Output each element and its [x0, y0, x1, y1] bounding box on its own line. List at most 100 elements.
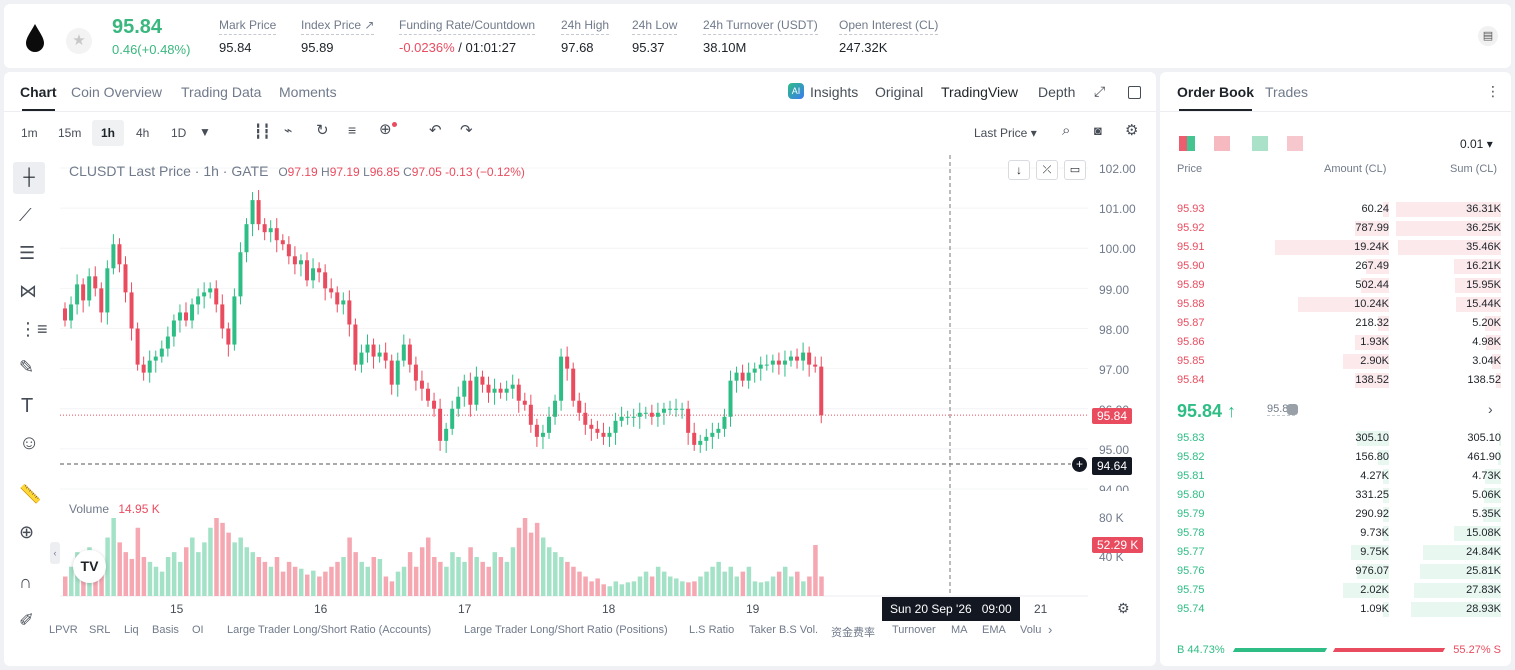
redo-icon[interactable]: ↷	[460, 122, 473, 139]
replay-icon[interactable]: ↻	[316, 122, 329, 139]
volume-bar	[432, 557, 437, 596]
text-tool-icon[interactable]: T	[21, 395, 34, 417]
indicators-icon[interactable]: ⌁	[284, 122, 293, 138]
favorite-star-icon[interactable]: ★	[66, 28, 92, 54]
candle-type-icon[interactable]: ┇┇	[254, 123, 271, 139]
tab-chart[interactable]: Chart	[20, 84, 57, 111]
bid-row[interactable]: 95.78 9.73K 15.08K	[1164, 524, 1511, 543]
add-alert-icon[interactable]: +	[1071, 456, 1088, 473]
view-tradingview[interactable]: TradingView	[941, 84, 1019, 100]
view-compact-icon[interactable]	[1287, 136, 1303, 151]
bid-row[interactable]: 95.81 4.27K 4.73K	[1164, 467, 1511, 486]
camera-icon[interactable]: ◙	[1094, 123, 1102, 138]
price-type-select[interactable]: Last Price ▾	[974, 126, 1037, 140]
magnet-tool-icon[interactable]: ∩	[19, 572, 32, 592]
precision-select[interactable]: 0.01 ▾	[1460, 137, 1493, 151]
view-asks-icon[interactable]	[1214, 136, 1230, 151]
view-insights[interactable]: Insights	[810, 84, 859, 100]
bid-row[interactable]: 95.79 290.92 5.35K	[1164, 505, 1511, 524]
collapse-toolbar-icon[interactable]: ‹	[50, 542, 60, 564]
indicator-item[interactable]: LPVR	[49, 624, 78, 636]
interval-1h[interactable]: 1h	[92, 120, 125, 146]
indicator-item[interactable]: Taker B.S Vol.	[749, 624, 819, 636]
chart-maximize-icon[interactable]: ▭	[1064, 160, 1086, 180]
chart-scroll-down-icon[interactable]: ↓	[1008, 160, 1030, 180]
interval-15m[interactable]: 15m	[58, 126, 82, 140]
undo-icon[interactable]: ↶	[429, 122, 442, 139]
templates-icon[interactable]: ≡	[348, 122, 357, 138]
search-icon[interactable]: ⌕	[1062, 122, 1071, 139]
ask-row[interactable]: 95.86 1.93K 4.98K	[1164, 333, 1511, 352]
notebook-icon[interactable]: ▤	[1478, 26, 1498, 46]
bid-row[interactable]: 95.80 331.25 5.06K	[1164, 486, 1511, 505]
indicator-scroll-right-icon[interactable]: ›	[1048, 622, 1053, 637]
bid-row[interactable]: 95.75 2.02K 27.83K	[1164, 581, 1511, 600]
bid-row[interactable]: 95.83 305.10 305.10	[1164, 429, 1511, 448]
candle-body	[298, 260, 303, 265]
indicator-item[interactable]: EMA	[982, 624, 1006, 636]
interval-dropdown-icon[interactable]: ▼	[199, 125, 211, 139]
indicator-item[interactable]: Basis	[152, 624, 179, 636]
ask-row[interactable]: 95.90 267.49 16.21K	[1164, 257, 1511, 276]
volume-bar	[359, 561, 364, 596]
last-price-tag: 95.84	[1092, 408, 1133, 424]
emoji-tool-icon[interactable]: ☺	[19, 432, 40, 454]
tab-trades[interactable]: Trades	[1265, 84, 1309, 100]
indicator-item[interactable]: Large Trader Long/Short Ratio (Positions…	[464, 624, 668, 636]
tab-moments[interactable]: Moments	[279, 84, 337, 100]
ask-row[interactable]: 95.88 10.24K 15.44K	[1164, 295, 1511, 314]
chart-settings-icon[interactable]: ⚙	[1117, 600, 1130, 616]
ask-row[interactable]: 95.93 60.24 36.31K	[1164, 200, 1511, 219]
ask-row[interactable]: 95.87 218.32 5.20K	[1164, 314, 1511, 333]
stat-index-price[interactable]: Index Price ↗ 95.89	[301, 18, 375, 55]
crosshair-tool-icon[interactable]: ┼	[13, 162, 45, 194]
view-both-icon[interactable]	[1179, 136, 1195, 151]
bid-row[interactable]: 95.74 1.09K 28.93K	[1164, 600, 1511, 619]
indicator-item[interactable]: 资金费率	[831, 627, 875, 639]
trendline-tool-icon[interactable]: ⟋	[19, 205, 32, 225]
indicator-item[interactable]: MA	[951, 624, 968, 636]
indicator-item[interactable]: Liq	[124, 624, 139, 636]
view-depth[interactable]: Depth	[1038, 84, 1076, 100]
chart-collapse-icon[interactable]: ⤫	[1036, 160, 1058, 180]
volume-bar	[516, 527, 522, 596]
tab-order-book[interactable]: Order Book	[1177, 84, 1255, 111]
more-options-icon[interactable]: ⋮	[1486, 83, 1500, 99]
indicator-item[interactable]: Turnover	[892, 624, 936, 636]
pencil-lock-tool-icon[interactable]: ✐	[19, 610, 35, 630]
ask-row[interactable]: 95.84 138.52 138.52	[1164, 371, 1511, 390]
tab-trading-data[interactable]: Trading Data	[181, 84, 262, 100]
ask-row[interactable]: 95.92 787.99 36.25K	[1164, 219, 1511, 238]
tab-coin-overview[interactable]: Coin Overview	[71, 84, 163, 100]
tradingview-logo[interactable]: TV	[73, 550, 106, 583]
brush-tool-icon[interactable]: ✎	[19, 357, 35, 377]
interval-1m[interactable]: 1m	[21, 126, 38, 140]
indicator-item[interactable]: SRL	[89, 624, 111, 636]
pattern-tool-icon[interactable]: ⋈	[19, 281, 37, 301]
bid-row[interactable]: 95.76 976.07 25.81K	[1164, 562, 1511, 581]
expand-icon[interactable]: ⤢	[1094, 83, 1106, 99]
fullscreen-icon[interactable]	[1128, 86, 1141, 99]
view-original[interactable]: Original	[875, 84, 924, 100]
ruler-tool-icon[interactable]: 📏	[19, 484, 42, 504]
horizontal-lines-tool-icon[interactable]: ☰	[19, 243, 36, 263]
mid-price-arrow-icon[interactable]: ›	[1488, 401, 1493, 417]
bid-row[interactable]: 95.82 156.80 461.90	[1164, 448, 1511, 467]
price-chart[interactable]	[0, 150, 1140, 610]
bid-row[interactable]: 95.77 9.75K 24.84K	[1164, 543, 1511, 562]
ask-row[interactable]: 95.91 19.24K 35.46K	[1164, 238, 1511, 257]
ask-row[interactable]: 95.89 502.44 15.95K	[1164, 276, 1511, 295]
indicator-item[interactable]: Volu	[1020, 624, 1042, 636]
settings-gear-icon[interactable]: ⚙	[1125, 122, 1139, 139]
zoom-in-tool-icon[interactable]: ⊕	[19, 522, 35, 542]
interval-4h[interactable]: 4h	[136, 126, 150, 140]
indicator-item[interactable]: Large Trader Long/Short Ratio (Accounts)	[227, 624, 432, 636]
ask-row[interactable]: 95.85 2.90K 3.04K	[1164, 352, 1511, 371]
indicator-item[interactable]: L.S Ratio	[689, 624, 735, 636]
add-indicator-icon[interactable]: ⊕	[379, 120, 397, 138]
indicator-item[interactable]: OI	[192, 624, 204, 636]
view-bids-icon[interactable]	[1252, 136, 1268, 151]
interval-1d[interactable]: 1D	[171, 126, 187, 140]
candle-body	[547, 416, 551, 433]
fib-tool-icon[interactable]: ⋮≡	[19, 319, 48, 339]
